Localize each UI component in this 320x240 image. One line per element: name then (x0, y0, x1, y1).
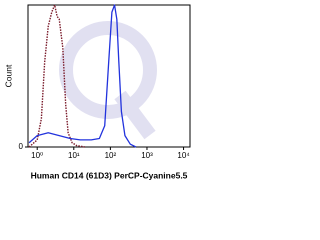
x-tick-label: 10¹ (68, 151, 80, 160)
y-axis-label: Count (3, 64, 13, 87)
watermark (59, 21, 157, 140)
x-axis-label: Human CD14 (61D3) PerCP-Cyanine5.5 (31, 170, 188, 180)
x-tick-label: 10⁰ (31, 151, 43, 160)
series-line (28, 4, 137, 148)
plot-frame (27, 4, 191, 148)
x-tick-label: 10⁴ (177, 151, 190, 160)
y-tick-label: 0 (19, 142, 24, 151)
x-tick-label: 10³ (141, 151, 153, 160)
series-line (28, 4, 85, 148)
chart: Human CD14 (61D3) PerCP-Cyanine5.5 Count… (3, 4, 191, 180)
x-tick-label: 10² (105, 151, 117, 160)
